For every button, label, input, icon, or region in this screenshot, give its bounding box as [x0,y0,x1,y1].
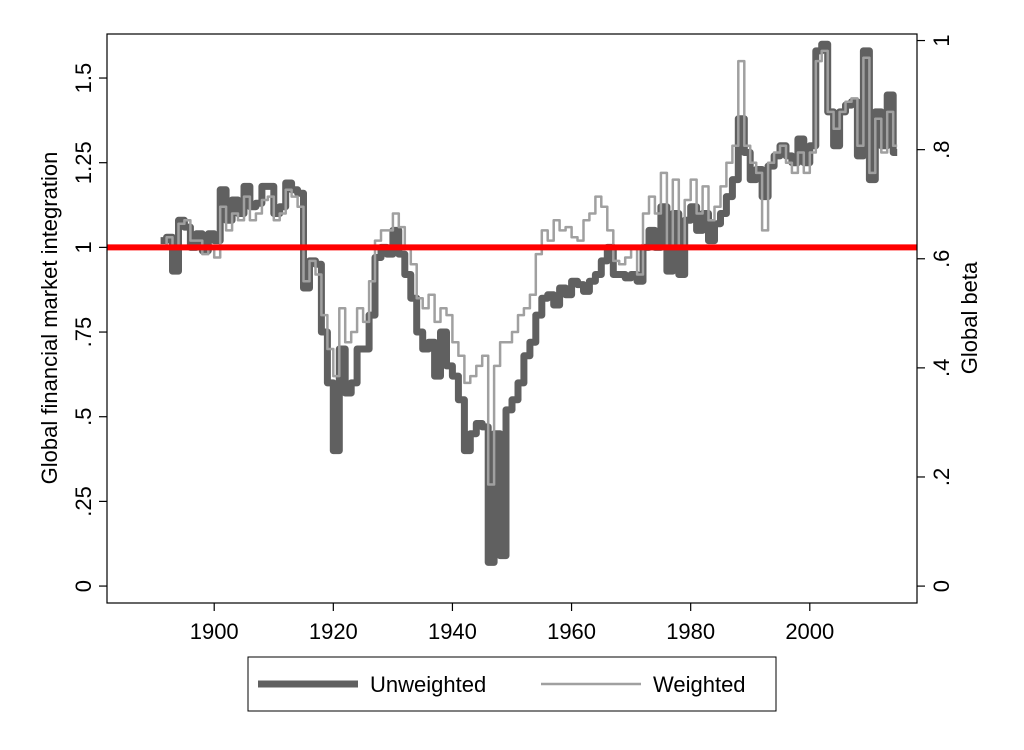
y2-tick-label: .4 [929,359,954,377]
x-tick-label: 1900 [190,619,239,644]
series-line-weighted [160,49,898,486]
y2-tick-label: .8 [929,140,954,158]
legend-label-unweighted: Unweighted [370,672,486,697]
y-tick-label: 1.5 [71,63,96,94]
y2-tick-label: 0 [929,580,954,592]
y2-tick-label: 1 [929,34,954,46]
y-tick-label: .25 [71,486,96,517]
y-tick-label: .5 [71,408,96,426]
x-tick-label: 1980 [666,619,715,644]
x-tick-label: 2000 [785,619,834,644]
x-tick-label: 1960 [547,619,596,644]
y-tick-label: .75 [71,317,96,348]
legend: Unweighted Weighted [247,656,777,712]
plot-frame [106,33,918,604]
y-tick-label: 1.25 [71,141,96,184]
x-tick-label: 1920 [309,619,358,644]
y-axis-title: Global financial market integration [37,152,62,485]
y2-axis-title: Global beta [957,261,982,374]
y-tick-label: 1 [71,241,96,253]
legend-label-weighted: Weighted [653,672,746,697]
x-tick-label: 1940 [428,619,477,644]
y2-tick-label: .6 [929,250,954,268]
y-tick-label: 0 [71,580,96,592]
y2-tick-label: .2 [929,468,954,486]
